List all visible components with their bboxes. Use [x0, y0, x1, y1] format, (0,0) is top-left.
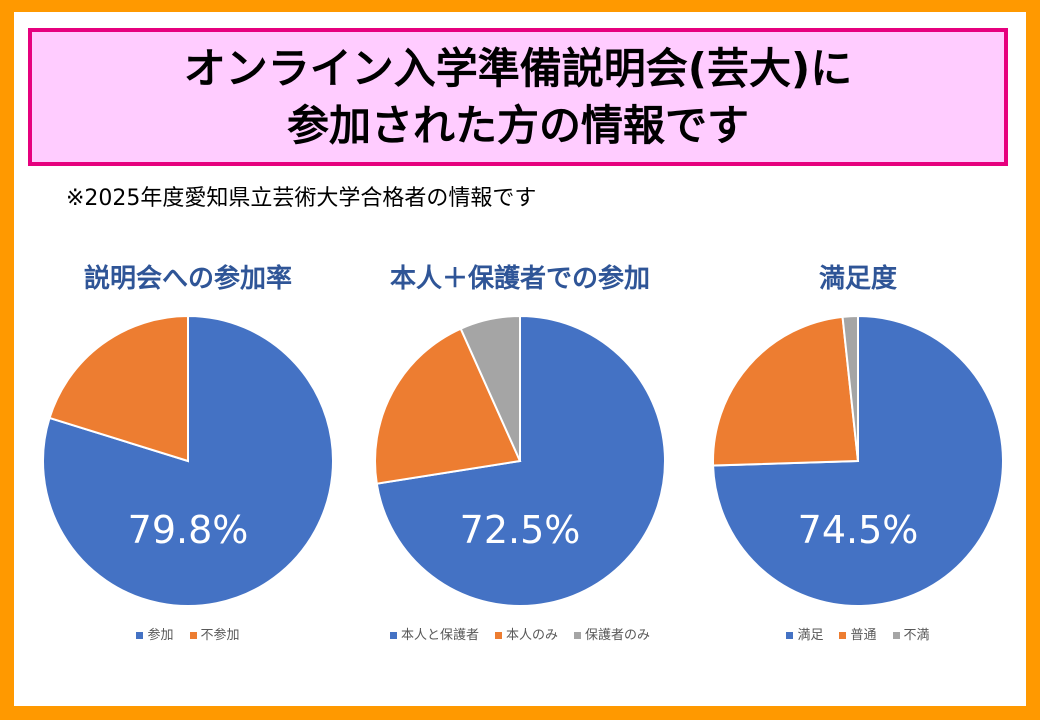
legend-item: 参加 — [136, 628, 174, 643]
pie-percent-label: 72.5% — [460, 508, 581, 552]
subtitle: ※2025年度愛知県立芸術大学合格者の情報です — [66, 186, 537, 211]
chart-title-attendees: 本人＋保護者での参加 — [389, 264, 650, 294]
legend-label: 参加 — [147, 628, 174, 643]
legend-swatch — [136, 632, 144, 639]
legend-item: 本人のみ — [494, 628, 558, 643]
pie-slice-普通 — [712, 315, 860, 467]
title-banner: オンライン入学準備説明会(芸大)に 参加された方の情報です — [28, 28, 1008, 166]
title-line-1: オンライン入学準備説明会(芸大)に — [183, 44, 853, 93]
legend-swatch — [786, 632, 794, 639]
legend-label: 満足 — [797, 628, 824, 643]
legend-swatch — [494, 632, 502, 639]
pie-slice-不参加 — [48, 314, 189, 463]
legend-label: 本人のみ — [505, 628, 558, 643]
legend-label: 保護者のみ — [585, 628, 651, 643]
legend-item: 不参加 — [189, 628, 240, 643]
legend-item: 保護者のみ — [574, 628, 650, 643]
legend-swatch — [389, 632, 397, 639]
legend-swatch — [189, 632, 197, 639]
legend-swatch — [574, 632, 581, 639]
chart-title-satisfaction: 満足度 — [818, 264, 897, 294]
legend-label: 本人と保護者 — [400, 628, 479, 643]
legend-participation: 参加 不参加 — [18, 624, 358, 643]
pie-percent-label: 74.5% — [798, 508, 919, 552]
legend-item: 満足 — [786, 628, 823, 643]
legend-attendees: 本人と保護者 本人のみ 保護者のみ — [350, 624, 690, 643]
legend-item: 本人と保護者 — [389, 628, 479, 643]
pie-slice-本人のみ — [374, 327, 522, 485]
legend-label: 不満 — [903, 628, 930, 643]
chart-title-participation: 説明会への参加率 — [83, 264, 292, 294]
legend-swatch — [892, 632, 900, 639]
pie-slice-保護者のみ — [459, 314, 521, 462]
legend-item: 不満 — [892, 628, 930, 643]
pie-slice-不満 — [841, 314, 859, 462]
legend-item: 普通 — [839, 628, 877, 643]
pie-percent-label: 79.8% — [128, 508, 249, 552]
legend-swatch — [839, 632, 847, 639]
legend-label: 普通 — [850, 628, 877, 643]
title-line-2: 参加された方の情報です — [286, 101, 749, 150]
legend-label: 不参加 — [200, 628, 240, 643]
legend-satisfaction: 満足 普通 不満 — [688, 624, 1028, 643]
